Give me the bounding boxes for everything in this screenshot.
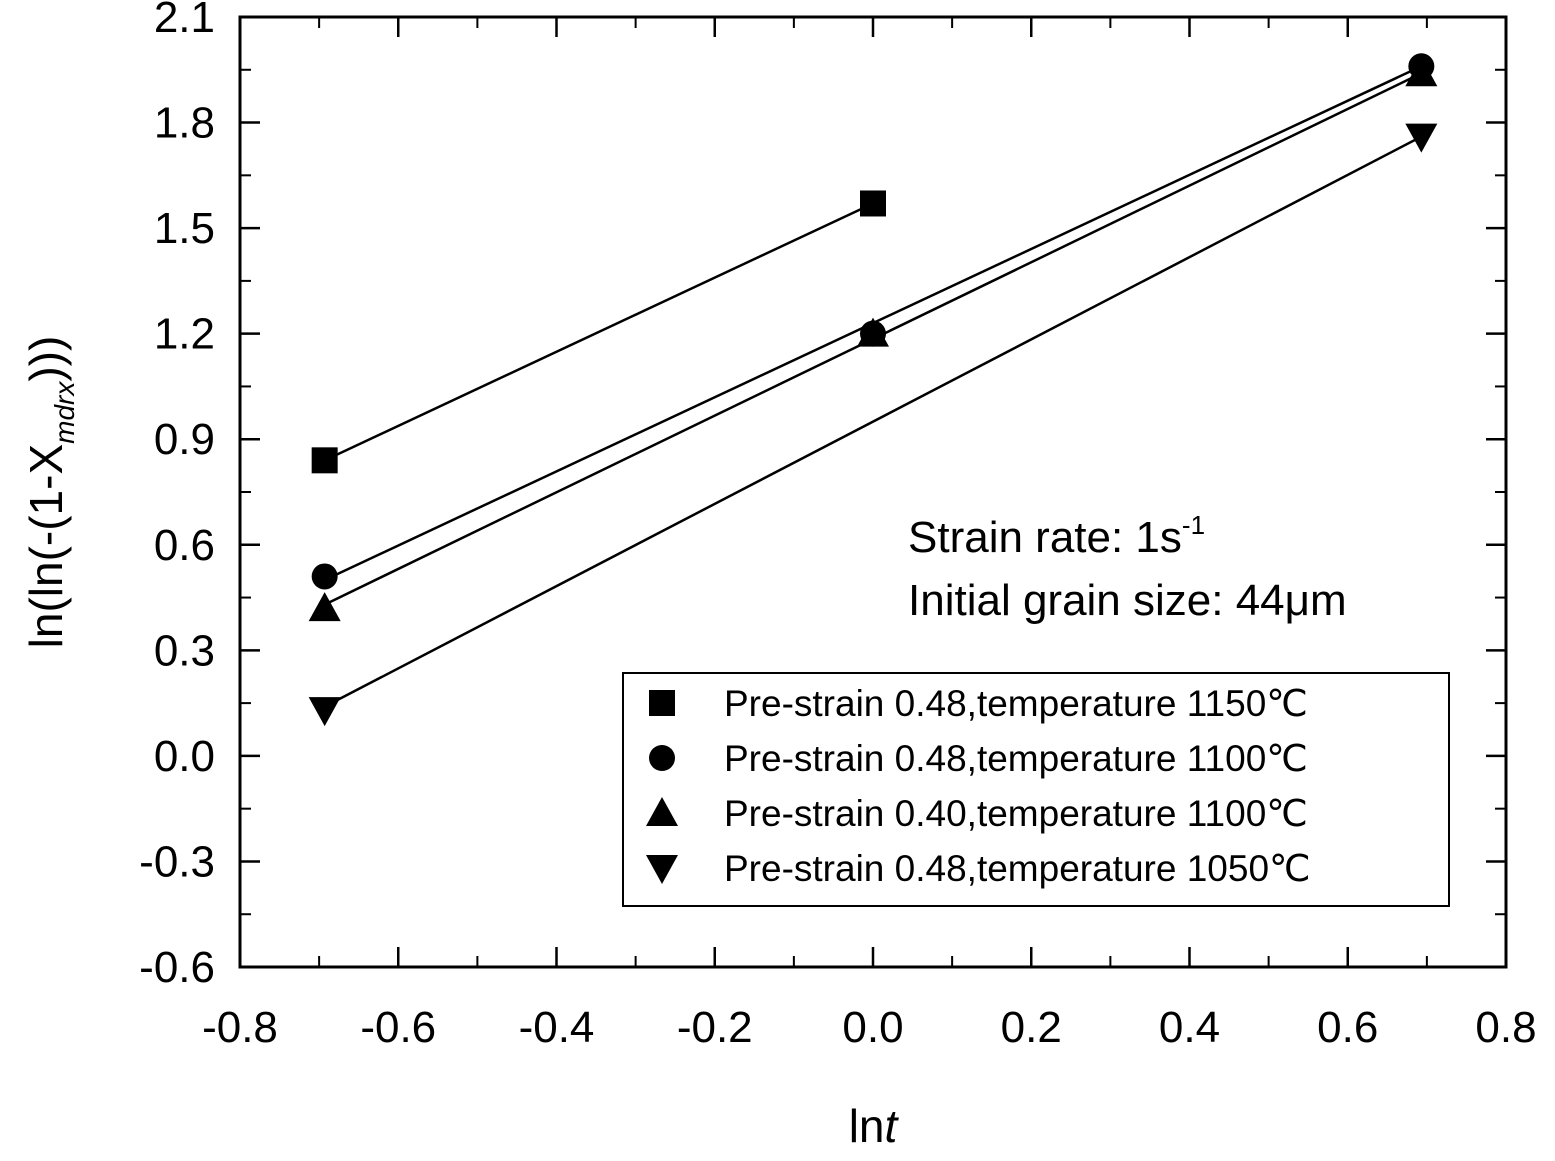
fit-line — [324, 202, 874, 462]
x-tick-label: -0.2 — [677, 1003, 753, 1052]
data-point-triangle-up — [308, 592, 341, 622]
x-tick-label: -0.8 — [202, 1003, 278, 1052]
fit-line — [324, 135, 1422, 708]
annotation-strain-rate: Strain rate: 1s-1 — [908, 510, 1205, 562]
axis-ticks: -0.8 -0.6 -0.4 -0.2 0.0 0.2 0.4 0.6 0.8 -0.6 -0.3 0… — [139, 0, 1536, 1052]
y-axis-title: ln(ln(-(1-Xmdrx))) — [20, 336, 80, 649]
y-tick-label: 0.9 — [154, 415, 215, 464]
x-tick-label: -0.4 — [519, 1003, 595, 1052]
legend-label: Pre-strain 0.48,temperature 1150℃ — [724, 683, 1308, 724]
data-point-triangle-down — [308, 697, 341, 727]
x-axis-title: lnt — [849, 1100, 900, 1152]
legend-box — [622, 672, 1450, 907]
data-point-square — [860, 190, 886, 217]
x-tick-label: 0.8 — [1475, 1003, 1536, 1052]
y-tick-label: 1.5 — [154, 204, 215, 253]
y-tick-label: 0.3 — [154, 626, 215, 675]
x-tick-label: 0.6 — [1317, 1003, 1378, 1052]
legend-marker-square — [649, 690, 675, 716]
legend-marker-circle — [649, 745, 675, 771]
data-point-triangle-up — [857, 317, 889, 347]
data-point-circle — [311, 563, 338, 590]
x-tick-label: 0.2 — [1001, 1003, 1062, 1052]
legend-label: Pre-strain 0.40,temperature 1100℃ — [724, 793, 1308, 834]
legend-label: Pre-strain 0.48,temperature 1050℃ — [724, 848, 1311, 889]
data-points — [308, 53, 1438, 727]
legend-label: Pre-strain 0.48,temperature 1100℃ — [724, 738, 1308, 779]
y-tick-label: -0.6 — [139, 943, 215, 992]
x-tick-label: -0.6 — [360, 1003, 436, 1052]
y-tick-label: 0.0 — [154, 732, 215, 781]
x-tick-label: 0.4 — [1159, 1003, 1220, 1052]
y-tick-label: -0.3 — [139, 837, 215, 886]
y-tick-label: 2.1 — [154, 0, 215, 42]
y-tick-label: 0.6 — [154, 521, 215, 570]
y-tick-label: 1.2 — [154, 310, 215, 359]
data-point-square — [311, 447, 338, 474]
data-point-triangle-up — [1405, 57, 1438, 87]
legend: Pre-strain 0.48,temperature 1150℃ Pre-str… — [622, 672, 1450, 907]
legend-marker-triangle-down — [646, 855, 678, 884]
annotation-grain-size: Initial grain size: 44μm — [908, 576, 1347, 625]
legend-marker-triangle-up — [646, 797, 678, 826]
data-point-triangle-down — [1405, 123, 1438, 153]
x-tick-label: 0.0 — [842, 1003, 903, 1052]
y-tick-label: 1.8 — [154, 99, 215, 148]
